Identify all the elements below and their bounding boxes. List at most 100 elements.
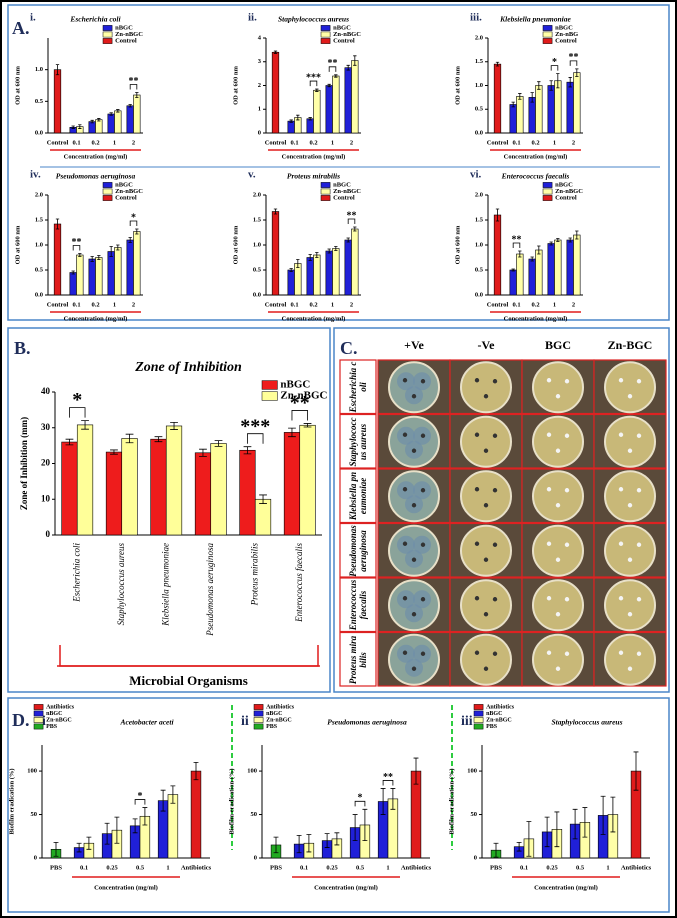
- error-bar: [65, 438, 74, 446]
- error-bar: [289, 119, 293, 123]
- error-bar: [334, 74, 338, 78]
- significance-bracket: [382, 780, 394, 786]
- significance-bracket: [69, 407, 86, 418]
- error-bar: [116, 109, 120, 113]
- legend-label: nBGC: [46, 711, 62, 717]
- row-label: Klebsiella pneumoniae: [348, 472, 368, 521]
- y-tick-label: 2.0: [475, 191, 483, 198]
- significance-label: *: [131, 212, 136, 223]
- legend-swatch: [102, 188, 113, 195]
- bar: [283, 432, 301, 536]
- disc: [618, 541, 624, 546]
- bar: [61, 441, 78, 536]
- error-bar: [135, 228, 139, 235]
- y-axis-label: OD at 600 nm: [14, 66, 21, 105]
- legend-label: Zn-nBGC: [280, 390, 327, 402]
- x-tick-label: Staphylococcus aureus: [116, 543, 126, 626]
- y-tick-label: 1.0: [253, 241, 261, 248]
- bar: [121, 438, 138, 536]
- petri-dish: [604, 361, 656, 414]
- legend-label: nBGC: [333, 24, 351, 31]
- x-tick-label: Control: [487, 301, 509, 308]
- petri-dish: [604, 415, 656, 468]
- disc: [492, 379, 498, 384]
- row-label-cell: [339, 577, 377, 633]
- x-tick-label: 2: [572, 301, 575, 308]
- disc: [474, 487, 480, 492]
- error-bar: [170, 421, 178, 430]
- bar: [325, 250, 333, 296]
- error-bar: [600, 795, 606, 835]
- legend-label: Control: [555, 37, 577, 44]
- x-tick-label: 0.2: [309, 301, 317, 308]
- chart-title: Klebsiella pneumoniae: [499, 15, 571, 24]
- legend-label: Antibiotics: [486, 704, 515, 710]
- error-bar: [380, 788, 386, 815]
- bar: [493, 214, 502, 296]
- error-bar: [362, 808, 368, 842]
- bar: [554, 239, 562, 296]
- bar: [573, 72, 581, 134]
- legend-swatch: [320, 31, 331, 38]
- disc: [636, 379, 642, 384]
- bar: [516, 96, 524, 134]
- legend-label: PBS: [46, 724, 58, 730]
- bar: [210, 443, 227, 536]
- legend-swatch: [261, 391, 278, 401]
- panel-label: C.: [340, 338, 358, 358]
- chart-title: Pseudomonas aeruginosa: [327, 718, 407, 727]
- x-tick-label: 0.1: [72, 301, 80, 308]
- bar: [167, 794, 179, 859]
- error-bar: [327, 248, 331, 254]
- disc: [546, 378, 552, 383]
- disc: [627, 394, 633, 399]
- error-bar: [556, 73, 560, 89]
- disc: [411, 503, 417, 508]
- error-bar: [273, 208, 278, 215]
- error-bar: [135, 92, 139, 98]
- row-label-cell: [339, 359, 377, 415]
- panel-b-box: [7, 327, 331, 693]
- y-tick-label: 0.5: [35, 266, 44, 273]
- bar: [306, 118, 314, 134]
- y-tick-label: 0: [474, 854, 477, 861]
- disc: [483, 448, 489, 453]
- legend-label: Control: [555, 194, 577, 201]
- x-tick-label: 0.1: [512, 139, 520, 146]
- bar: [554, 80, 562, 134]
- bar: [69, 272, 77, 296]
- disc: [546, 432, 552, 437]
- legend-label: Antibiotics: [46, 704, 75, 710]
- row-label: Enterococcus faecalis: [348, 580, 368, 631]
- y-axis-label: OD at 600 nm: [454, 225, 461, 264]
- x-tick-label: 0.1: [520, 864, 528, 871]
- disc: [411, 666, 417, 671]
- bar: [566, 239, 574, 296]
- bar: [332, 75, 340, 134]
- bar: [509, 269, 517, 296]
- legend-swatch: [320, 182, 331, 188]
- x-tick-label: 0.5: [356, 864, 365, 871]
- significance-bracket: [328, 66, 337, 72]
- error-bar: [132, 818, 138, 834]
- y-tick-label: 20: [41, 458, 51, 468]
- chart-title: Acetobacter aceti: [119, 718, 174, 727]
- chart-label: i.: [30, 12, 36, 24]
- legend-swatch: [102, 182, 113, 188]
- disc: [618, 432, 624, 437]
- bar: [53, 69, 62, 134]
- legend-swatch: [33, 710, 44, 717]
- disc: [411, 612, 417, 617]
- x-tick-label: 2: [350, 139, 353, 146]
- legend-label: nBGC: [555, 181, 573, 188]
- disc: [627, 503, 633, 508]
- y-tick-label: 0.5: [475, 266, 484, 273]
- disc: [492, 488, 498, 493]
- disc: [636, 651, 642, 656]
- disc: [420, 542, 426, 547]
- disc: [555, 448, 561, 453]
- y-axis-label: OD at 600 nm: [454, 66, 461, 105]
- error-bar: [76, 842, 82, 853]
- disc: [483, 666, 489, 671]
